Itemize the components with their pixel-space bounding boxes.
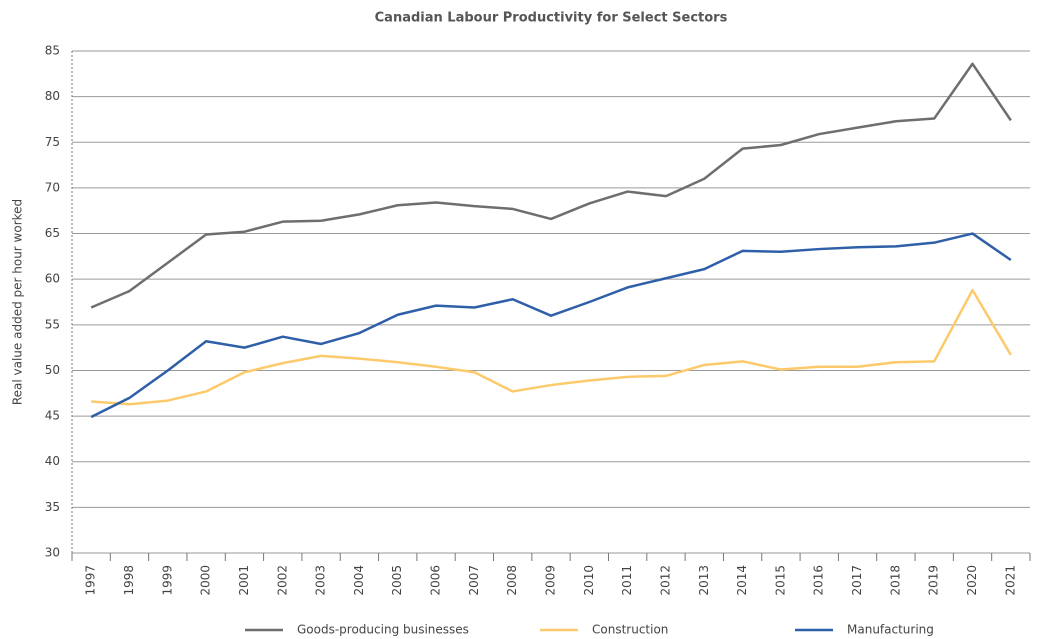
chart-title: Canadian Labour Productivity for Select … [375,11,728,26]
x-tick-label: 1998 [122,565,136,596]
y-tick-label: 55 [45,317,60,331]
x-tick-label: 2003 [314,565,328,596]
x-tick-label: 2011 [620,565,634,596]
x-tick-label: 2019 [927,565,941,596]
y-tick-label: 75 [45,135,60,149]
legend-label: Construction [592,623,668,637]
x-tick-label: 2008 [505,565,519,596]
series-line [90,232,1012,419]
y-tick-label: 70 [45,180,60,194]
x-tick-label: 2013 [697,565,711,596]
series-line [90,62,1012,309]
y-tick-label: 50 [45,363,60,377]
x-tick-label: 2001 [237,565,251,596]
x-tick-label: 1999 [160,565,174,596]
y-tick-label: 80 [45,89,60,103]
x-tick-label: 2017 [850,565,864,596]
series-line [91,288,1012,406]
y-tick-label: 60 [45,272,60,286]
x-tick-label: 2020 [965,565,979,596]
legend-label: Goods-producing businesses [297,623,469,637]
y-tick-label: 35 [45,500,60,514]
x-tick-label: 2010 [582,565,596,596]
x-tick-label: 2002 [275,565,289,596]
x-tick-label: 2015 [773,565,787,596]
y-tick-label: 45 [45,409,60,423]
x-tick-label: 2000 [199,565,213,596]
y-tick-label: 40 [45,454,60,468]
x-tick-label: 2018 [888,565,902,596]
x-tick-label: 2007 [467,565,481,596]
x-tick-label: 2012 [658,565,672,596]
y-axis-label: Real value added per hour worked [11,199,25,405]
x-tick-label: 2021 [1003,565,1017,596]
x-tick-label: 2014 [735,565,749,596]
x-tick-label: 2009 [544,565,558,596]
x-tick-label: 1997 [84,565,98,596]
x-tick-label: 2005 [390,565,404,596]
y-tick-label: 30 [45,546,60,560]
y-tick-label: 65 [45,226,60,240]
x-tick-label: 2006 [429,565,443,596]
x-tick-label: 2004 [352,565,366,596]
x-tick-label: 2016 [812,565,826,596]
y-tick-label: 85 [45,44,60,58]
legend-label: Manufacturing [847,623,934,637]
